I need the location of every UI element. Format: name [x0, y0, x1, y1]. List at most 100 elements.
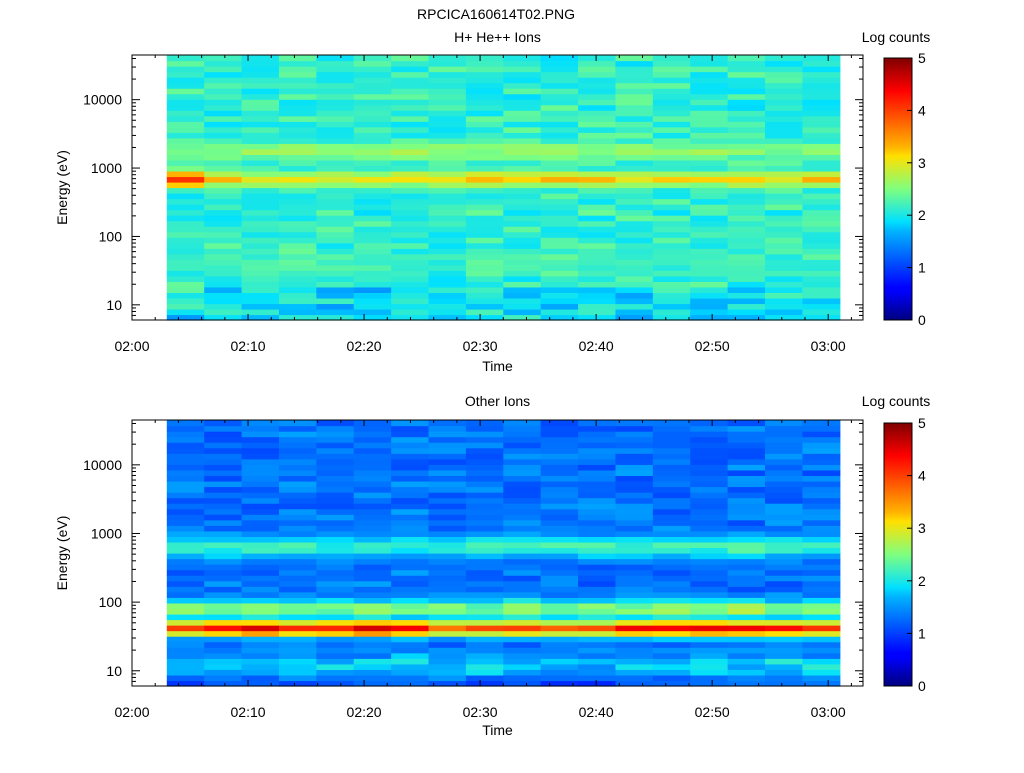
heatmap-cell — [578, 636, 617, 643]
heatmap-cell — [166, 132, 205, 139]
heatmap-cell — [578, 270, 617, 277]
heatmap-cell — [578, 680, 617, 687]
heatmap-cell — [503, 569, 542, 576]
heatmap-cell — [353, 619, 392, 626]
heatmap-cell — [690, 525, 729, 532]
heatmap-cell — [204, 121, 243, 128]
heatmap-cell — [503, 281, 542, 288]
heatmap-cell — [204, 458, 243, 465]
heatmap-cell — [241, 209, 280, 216]
heatmap-cell — [428, 586, 467, 593]
heatmap-cell — [204, 132, 243, 139]
heatmap-cell — [316, 253, 355, 260]
heatmap-cell — [428, 303, 467, 310]
heatmap-cell — [690, 104, 729, 111]
heatmap-cell — [428, 159, 467, 167]
heatmap-cell — [353, 508, 392, 515]
heatmap-cell — [615, 514, 654, 521]
heatmap-cell — [278, 464, 317, 471]
heatmap-cell — [166, 680, 205, 687]
heatmap-cell — [391, 669, 430, 676]
heatmap-cell — [503, 425, 542, 432]
heatmap-cell — [391, 270, 430, 277]
heatmap-cell — [765, 55, 804, 62]
heatmap-cell — [428, 66, 467, 73]
x-tick-label: 02:50 — [695, 704, 730, 720]
heatmap-cell — [391, 464, 430, 471]
heatmap-cell — [615, 204, 654, 211]
heatmap-cell — [353, 553, 392, 560]
heatmap-cell — [391, 674, 430, 682]
heatmap-cell — [316, 126, 355, 133]
heatmap-cell — [802, 154, 841, 161]
heatmap-cell — [578, 154, 617, 161]
heatmap-cell — [578, 458, 617, 465]
heatmap-cell — [802, 586, 841, 593]
heatmap-cell — [690, 453, 729, 460]
heatmap-cell — [166, 453, 205, 460]
heatmap-cell — [391, 564, 430, 571]
heatmap-cell — [241, 420, 280, 427]
colorbar — [883, 57, 913, 321]
heatmap-cell — [802, 497, 841, 504]
heatmap-cell — [465, 270, 504, 277]
heatmap-cell — [428, 231, 467, 238]
heatmap-cell — [428, 110, 467, 117]
plot-frame — [131, 419, 864, 687]
heatmap-cell — [428, 104, 467, 111]
heatmap-cell — [652, 204, 691, 211]
heatmap-cell — [391, 425, 430, 432]
heatmap-cell — [204, 176, 243, 183]
heatmap-cell — [316, 159, 355, 167]
heatmap-cell — [241, 60, 280, 67]
heatmap-cell — [316, 297, 355, 305]
heatmap-cell — [204, 669, 243, 676]
heatmap-cell — [241, 292, 280, 299]
heatmap-cell — [503, 602, 542, 610]
heatmap-cell — [652, 641, 691, 648]
heatmap-cell — [540, 492, 579, 499]
heatmap-cell — [615, 519, 654, 526]
heatmap-cell — [765, 88, 804, 95]
heatmap-cell — [727, 530, 766, 537]
heatmap-cell — [241, 281, 280, 288]
heatmap-cell — [578, 110, 617, 117]
heatmap-cell — [316, 608, 355, 615]
heatmap-cell — [465, 176, 504, 183]
heatmap-cell — [465, 469, 504, 477]
heatmap-cell — [503, 71, 542, 78]
heatmap-cell — [540, 602, 579, 610]
heatmap-cell — [727, 99, 766, 106]
heatmap-cell — [428, 60, 467, 67]
heatmap-cell — [204, 641, 243, 648]
heatmap-cell — [615, 165, 654, 172]
heatmap-cell — [204, 663, 243, 670]
heatmap-cell — [802, 148, 841, 155]
heatmap-cell — [765, 121, 804, 128]
heatmap-cell — [316, 530, 355, 537]
heatmap-cell — [765, 220, 804, 227]
heatmap-cell — [391, 508, 430, 515]
heatmap-cell — [278, 425, 317, 432]
heatmap-cell — [802, 198, 841, 205]
heatmap-cell — [316, 220, 355, 227]
heatmap-cell — [690, 297, 729, 305]
heatmap-cell — [540, 281, 579, 288]
heatmap-cell — [727, 658, 766, 665]
heatmap-cell — [802, 259, 841, 266]
heatmap-cell — [316, 425, 355, 432]
heatmap-cell — [727, 71, 766, 78]
heatmap-cell — [428, 663, 467, 670]
heatmap-cell — [503, 110, 542, 117]
heatmap-cell — [428, 541, 467, 549]
heatmap-cell — [465, 292, 504, 299]
heatmap-cell — [278, 575, 317, 582]
heatmap-cell — [503, 519, 542, 526]
heatmap-cell — [204, 630, 243, 637]
heatmap-cell — [690, 558, 729, 565]
heatmap-cell — [166, 547, 205, 554]
heatmap-cell — [765, 215, 804, 222]
heatmap-cell — [428, 176, 467, 183]
heatmap-cell — [241, 215, 280, 222]
heatmap-cell — [204, 469, 243, 477]
